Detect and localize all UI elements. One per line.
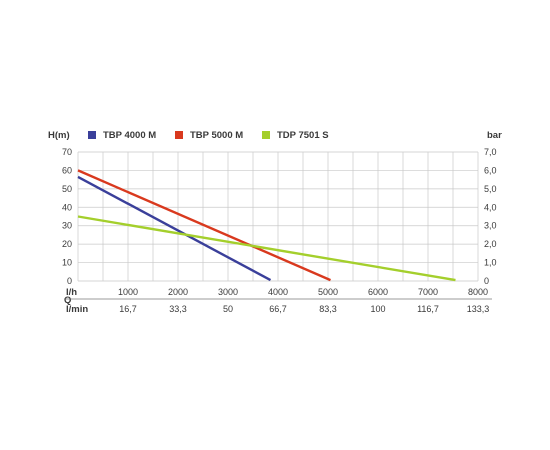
x-tick-secondary: 16,7: [119, 304, 137, 314]
x-tick-primary: 8000: [468, 287, 488, 297]
y-tick-left: 10: [62, 258, 72, 268]
y-axis-left-ticks: 70 60 50 40 30 20 10 0: [62, 147, 72, 286]
y-tick-right: 6,0: [484, 165, 497, 175]
legend-swatch-1: [88, 131, 96, 139]
x-tick-primary: 1000: [118, 287, 138, 297]
y-tick-left: 70: [62, 147, 72, 157]
series-lines: [77, 169, 456, 282]
legend-label-2: TBP 5000 M: [190, 130, 243, 141]
y-axis-left-label: H(m): [48, 130, 70, 141]
legend-swatch-3: [262, 131, 270, 139]
x-axis-secondary-ticks: 16,7 33,3 50 66,7 83,3 100 116,7 133,3: [119, 304, 489, 314]
y-tick-right: 7,0: [484, 147, 497, 157]
legend-label-1: TBP 4000 M: [103, 130, 156, 141]
x-tick-primary: 4000: [268, 287, 288, 297]
x-axis-secondary-label: l/min: [66, 304, 88, 315]
x-tick-secondary: 100: [370, 304, 385, 314]
x-tick-primary: 7000: [418, 287, 438, 297]
series-line-1: [77, 175, 272, 282]
x-axis-primary-ticks: 1000 2000 3000 4000 5000 6000 7000 8000: [118, 287, 488, 297]
y-tick-right: 3,0: [484, 221, 497, 231]
x-tick-primary: 6000: [368, 287, 388, 297]
y-tick-left: 30: [62, 221, 72, 231]
x-axis-primary-label: l/h: [66, 287, 77, 298]
y-tick-right: 1,0: [484, 258, 497, 268]
y-tick-right: 0: [484, 276, 489, 286]
y-tick-left: 20: [62, 239, 72, 249]
x-tick-secondary: 133,3: [467, 304, 490, 314]
y-tick-left: 50: [62, 184, 72, 194]
y-tick-right: 2,0: [484, 239, 497, 249]
y-tick-left: 40: [62, 202, 72, 212]
x-tick-secondary: 66,7: [269, 304, 287, 314]
y-tick-right: 5,0: [484, 184, 497, 194]
legend-label-3: TDP 7501 S: [277, 130, 329, 141]
grid: [77, 151, 479, 282]
q-label: Q: [64, 295, 71, 306]
y-axis-right-label: bar: [487, 130, 502, 141]
x-tick-secondary: 116,7: [417, 304, 439, 314]
x-tick-primary: 5000: [318, 287, 338, 297]
y-tick-right: 4,0: [484, 202, 497, 212]
x-tick-primary: 2000: [168, 287, 188, 297]
legend: TBP 4000 M TBP 5000 M TDP 7501 S: [88, 130, 329, 141]
x-tick-primary: 3000: [218, 287, 238, 297]
y-tick-left: 0: [67, 276, 72, 286]
y-tick-left: 60: [62, 165, 72, 175]
x-tick-secondary: 50: [223, 304, 233, 314]
legend-swatch-2: [175, 131, 183, 139]
series-line-3: [77, 215, 456, 282]
series-line-2: [77, 169, 331, 282]
x-tick-secondary: 83,3: [319, 304, 337, 314]
x-tick-secondary: 33,3: [169, 304, 187, 314]
y-axis-right-ticks: 7,0 6,0 5,0 4,0 3,0 2,0 1,0 0: [484, 147, 497, 286]
